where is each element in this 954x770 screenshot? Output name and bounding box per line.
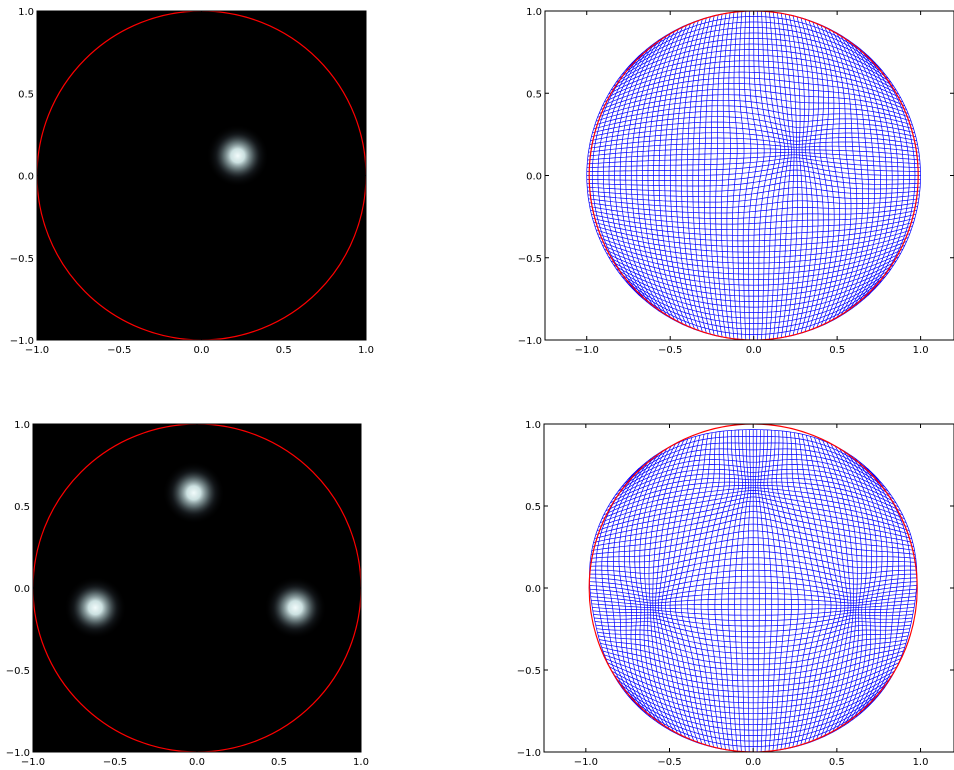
mesh-line-h-50 bbox=[605, 481, 901, 512]
mesh-line-h-55 bbox=[617, 459, 889, 492]
y-tick-label: 0.5 bbox=[14, 502, 30, 513]
x-tick-label: 0.5 bbox=[829, 345, 845, 356]
plot-area bbox=[33, 424, 361, 752]
y-tick-label: 0.0 bbox=[525, 584, 541, 595]
y-tick-label: −0.5 bbox=[518, 254, 542, 265]
x-tick-label: 1.0 bbox=[913, 345, 929, 356]
x-tick-label: −0.5 bbox=[103, 757, 127, 768]
mesh-line-h-57 bbox=[624, 27, 883, 72]
x-tick-label: 1.0 bbox=[913, 757, 929, 768]
panel-top-right: −1.0 −0.5 0.0 0.5 1.0 −1.0 −0.5 0.0 0.5 1.0 bbox=[518, 7, 954, 356]
y-tick-label: 1.0 bbox=[14, 420, 30, 431]
x-tick-label: −1.0 bbox=[574, 757, 598, 768]
heatmap-blob-0 bbox=[206, 124, 269, 188]
mesh-line-v-58 bbox=[863, 464, 905, 712]
mesh-line-v-54 bbox=[847, 39, 887, 312]
y-tick-label: 0.5 bbox=[525, 502, 541, 513]
mesh-line-v-53 bbox=[842, 450, 878, 726]
mesh-line-v-59 bbox=[867, 55, 916, 296]
mesh-line-h-53 bbox=[613, 49, 895, 87]
y-tick-label: −0.5 bbox=[6, 666, 30, 677]
mesh-line-v-57 bbox=[859, 48, 905, 303]
mesh-line-v-52 bbox=[839, 34, 875, 317]
mesh-line-h-51 bbox=[607, 477, 899, 508]
y-tick-label: 0.5 bbox=[526, 89, 542, 100]
mesh-line-v-53 bbox=[843, 37, 881, 314]
mesh-line-h-56 bbox=[620, 454, 886, 488]
y-tick-label: 1.0 bbox=[18, 7, 34, 18]
mesh-line-h-57 bbox=[623, 448, 883, 484]
mesh-line-h-52 bbox=[610, 54, 897, 91]
plot-area bbox=[544, 424, 954, 752]
mesh-line-h-51 bbox=[608, 60, 899, 95]
panel-bottom-right: −1.0 −0.5 0.0 0.5 1.0 −1.0 −0.5 0.0 0.5 1.0 bbox=[517, 420, 954, 768]
mesh-line-v-55 bbox=[851, 42, 893, 309]
x-tick-label: −0.5 bbox=[658, 345, 682, 356]
boundary-circle bbox=[588, 11, 919, 340]
x-tick-label: 0.5 bbox=[271, 757, 287, 768]
mesh-line-v-60 bbox=[871, 59, 921, 293]
x-tick-label: 0.5 bbox=[276, 345, 292, 356]
y-tick-label: −1.0 bbox=[517, 748, 541, 759]
x-tick-label: −0.5 bbox=[107, 345, 131, 356]
y-tick-label: 1.0 bbox=[525, 420, 541, 431]
mesh-line-h-53 bbox=[612, 468, 894, 500]
mesh-line-v-56 bbox=[855, 458, 894, 718]
y-tick-label: 0.0 bbox=[14, 584, 30, 595]
mesh-line-v-51 bbox=[834, 445, 868, 731]
mesh-line-h-50 bbox=[606, 66, 901, 99]
x-tick-label: −1.0 bbox=[21, 757, 45, 768]
mesh-line-v-54 bbox=[847, 452, 883, 724]
y-tick-label: 0.5 bbox=[18, 89, 34, 100]
mesh-line-v-57 bbox=[859, 461, 900, 715]
mesh-line-h-54 bbox=[615, 464, 892, 496]
x-tick-label: 0.0 bbox=[189, 757, 205, 768]
mesh-line-v-58 bbox=[863, 51, 910, 300]
x-tick-label: −0.5 bbox=[657, 757, 681, 768]
mesh-line-h-55 bbox=[618, 38, 889, 79]
y-tick-label: −1.0 bbox=[518, 336, 542, 347]
mesh-line-v-59 bbox=[867, 468, 912, 708]
y-tick-label: 0.0 bbox=[526, 172, 542, 183]
mesh-line-h-56 bbox=[621, 32, 886, 76]
y-tick-label: 1.0 bbox=[526, 7, 542, 18]
x-tick-label: 0.0 bbox=[194, 345, 210, 356]
panel-top-left: −1.0 −0.5 0.0 0.5 1.0 −1.0 −0.5 0.0 0.5 1.0 bbox=[10, 7, 374, 356]
heatmap-blob-0 bbox=[64, 576, 127, 639]
mesh-line-v-52 bbox=[838, 447, 872, 729]
heatmap-blob-2 bbox=[264, 576, 327, 639]
y-tick-label: −0.5 bbox=[517, 666, 541, 677]
x-tick-label: 1.0 bbox=[353, 757, 369, 768]
mesh-grid bbox=[589, 429, 918, 752]
y-tick-label: −0.5 bbox=[10, 254, 34, 265]
mesh-line-h-59 bbox=[631, 16, 876, 64]
y-tick-label: 0.0 bbox=[18, 172, 34, 183]
mesh-line-v-56 bbox=[855, 45, 899, 306]
heatmap-blob-1 bbox=[162, 461, 225, 525]
y-tick-label: −1.0 bbox=[6, 748, 30, 759]
mesh-line-v-55 bbox=[851, 455, 888, 721]
x-tick-label: 1.0 bbox=[358, 345, 374, 356]
y-tick-label: −1.0 bbox=[10, 336, 34, 347]
mesh-line-h-59 bbox=[630, 436, 876, 477]
plot-area bbox=[37, 11, 366, 340]
x-tick-label: −1.0 bbox=[25, 345, 49, 356]
x-tick-label: 0.0 bbox=[746, 345, 762, 356]
mesh-line-h-58 bbox=[627, 442, 880, 481]
plot-area bbox=[545, 11, 954, 340]
mesh-grid bbox=[586, 11, 921, 340]
mesh-line-v-51 bbox=[835, 32, 869, 319]
mesh-line-h-58 bbox=[628, 21, 880, 68]
mesh-line-h-52 bbox=[610, 473, 897, 504]
mesh-line-h-54 bbox=[615, 43, 892, 83]
boundary-circle bbox=[588, 424, 918, 752]
heatmap-background bbox=[37, 11, 366, 340]
x-tick-label: 0.5 bbox=[829, 757, 845, 768]
panel-bottom-left: −1.0 −0.5 0.0 0.5 1.0 −1.0 −0.5 0.0 0.5 1.0 bbox=[6, 420, 369, 768]
x-tick-label: −1.0 bbox=[575, 345, 599, 356]
x-tick-label: 0.0 bbox=[745, 757, 761, 768]
